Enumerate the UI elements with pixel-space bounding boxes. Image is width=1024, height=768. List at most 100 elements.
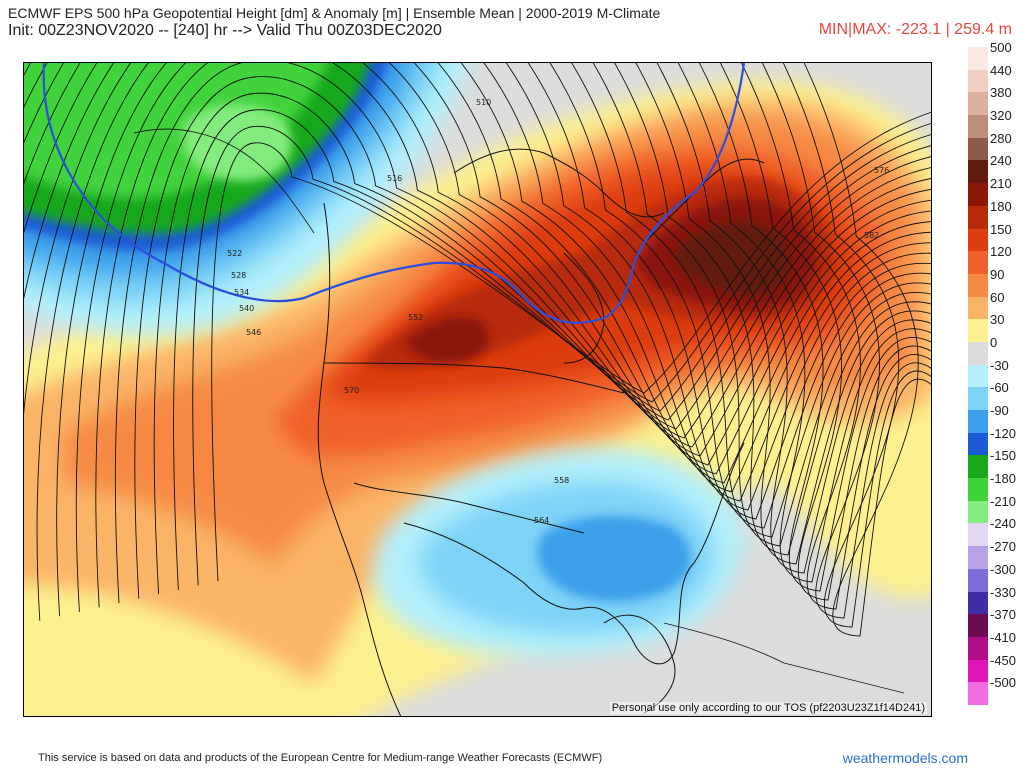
legend-swatch: [968, 341, 988, 365]
legend-entry: 440: [968, 63, 1020, 93]
height-contour: [173, 109, 931, 590]
legend-label: -240: [990, 516, 1017, 532]
legend-entry: -30: [968, 358, 1020, 388]
height-contour: [656, 63, 931, 574]
contour-label: 540: [239, 304, 254, 313]
legend-label: -410: [990, 629, 1017, 645]
height-contour: [24, 63, 931, 520]
legend-swatch: [968, 228, 988, 252]
legend-label: -370: [990, 607, 1017, 623]
legend-label: -210: [990, 493, 1017, 509]
legend-label: -90: [990, 403, 1009, 418]
legend-swatch: [968, 523, 988, 547]
legend-label: -500: [990, 675, 1017, 691]
height-contour: [719, 63, 931, 601]
height-contour: [761, 63, 931, 619]
legend-entry: -60: [968, 380, 1020, 410]
legend-label: -150: [990, 448, 1017, 464]
data-source-footer: This service is based on data and produc…: [38, 752, 603, 764]
legend-entry: -330: [968, 585, 1020, 615]
height-contour: [211, 112, 931, 582]
height-contour: [24, 63, 931, 529]
legend-entry: 500: [968, 40, 1020, 70]
legend-swatch: [968, 500, 988, 524]
legend-label: 280: [990, 130, 1012, 146]
legend-entry: -500: [968, 675, 1020, 705]
legend-entry: 320: [968, 108, 1020, 138]
height-contour: [740, 63, 931, 610]
legend-entry: 120: [968, 244, 1020, 274]
legend-entry: -120: [968, 426, 1020, 456]
height-contour: [95, 63, 931, 608]
legend-entry: -410: [968, 630, 1020, 660]
brand-link[interactable]: weathermodels.com: [842, 750, 968, 766]
legend-swatch: [968, 319, 988, 342]
legend-entry: -240: [968, 516, 1020, 547]
legend-swatch: [968, 659, 988, 683]
height-contour: [24, 63, 931, 502]
height-contour: [114, 63, 931, 604]
height-contour: [592, 63, 931, 547]
height-contour: [635, 63, 931, 565]
contour-label: 582: [864, 231, 879, 240]
legend-entry: -370: [968, 607, 1020, 637]
legend-label: -60: [990, 380, 1009, 396]
legend-label: 240: [990, 153, 1012, 169]
height-contour: [698, 63, 931, 592]
climatology-isoline: [42, 63, 746, 324]
legend-swatch: [968, 478, 988, 501]
tos-notice: Personal use only according to our TOS (…: [609, 702, 927, 714]
legend-label: 440: [990, 62, 1012, 78]
init-valid-time: Init: 00Z23NOV2020 -- [240] hr --> Valid…: [8, 22, 442, 39]
forecast-map: 510 516 522 528 534 540 546 552 558 564 570 576 582 …: [23, 62, 932, 717]
contour-label: 522: [227, 249, 242, 258]
legend-swatch: [968, 568, 988, 592]
legend-entry: 0: [968, 335, 1020, 365]
legend-swatch: [968, 296, 988, 320]
height-contour: [803, 63, 931, 637]
contour-label: 516: [387, 174, 402, 183]
legend-swatch: [968, 455, 988, 479]
color-legend: 500 440 380 320 280 240 210 180 150 120 90 60 30 0 -30…: [968, 40, 1020, 705]
legend-entry: 210: [968, 176, 1020, 206]
legend-entry: -180: [968, 471, 1020, 501]
legend-swatch: [968, 387, 988, 410]
min-max-readout: MIN|MAX: -223.1 | 259.4 m: [818, 21, 1012, 38]
contour-label: 528: [231, 271, 246, 280]
legend-swatch: [968, 682, 988, 705]
legend-entry: 150: [968, 222, 1020, 252]
legend-label: 120: [990, 244, 1012, 260]
map-title: ECMWF EPS 500 hPa Geopotential Height [d…: [8, 5, 661, 21]
height-contour: [24, 63, 931, 511]
legend-label: 210: [990, 176, 1012, 192]
legend-label: -300: [990, 561, 1017, 577]
height-contour: [134, 76, 931, 599]
contour-label: 546: [246, 328, 261, 337]
legend-label: -120: [990, 425, 1017, 441]
legend-label: -30: [990, 357, 1009, 373]
legend-label: 380: [990, 85, 1012, 101]
contour-label: 570: [344, 386, 359, 395]
contour-label: 534: [234, 288, 249, 297]
legend-entry: 90: [968, 267, 1020, 297]
legend-swatch: [968, 69, 988, 93]
legend-swatch: [968, 115, 988, 138]
height-contour: [613, 63, 931, 556]
legend-label: 500: [990, 40, 1012, 55]
anomaly-shading: [24, 63, 931, 716]
legend-label: -180: [990, 471, 1017, 487]
legend-swatch: [968, 205, 988, 229]
legend-entry: -300: [968, 562, 1020, 592]
legend-label: 60: [990, 289, 1005, 305]
legend-swatch: [968, 92, 988, 116]
height-contour: [782, 63, 931, 628]
legend-swatch: [968, 137, 988, 161]
legend-label: 0: [990, 334, 998, 350]
legend-label: -270: [990, 539, 1017, 555]
contour-label: 552: [408, 313, 423, 322]
height-contour: [24, 63, 931, 538]
legend-entry: 60: [968, 290, 1020, 320]
height-contour: [75, 63, 931, 612]
legend-swatch: [968, 591, 988, 615]
legend-entry: -450: [968, 653, 1020, 683]
